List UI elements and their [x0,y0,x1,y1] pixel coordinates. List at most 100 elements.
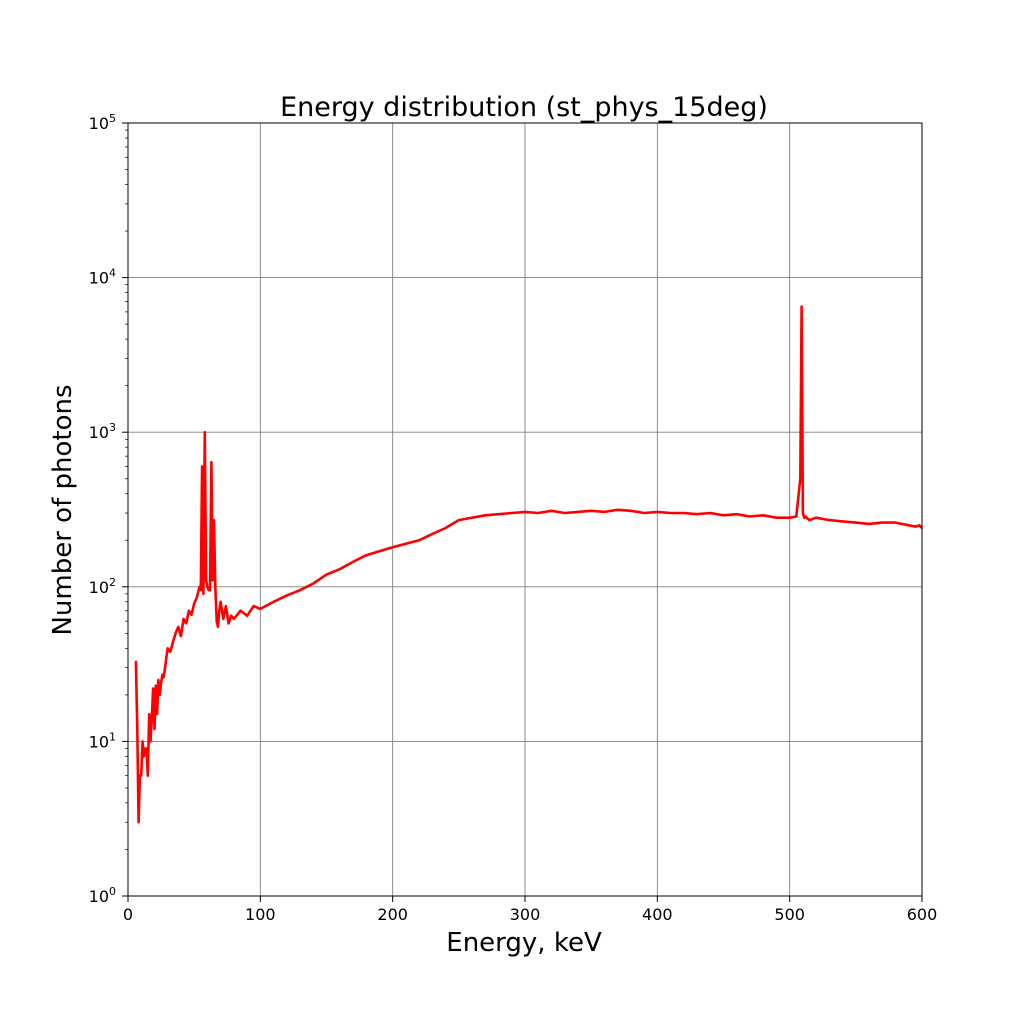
data-point [217,626,219,628]
data-point [881,521,884,524]
x-tick-label: 200 [377,905,408,924]
data-point [749,515,751,518]
data-point [219,600,222,603]
y-tick-exponent: 5 [109,112,116,125]
y-tick-label: 103 [89,421,116,442]
data-point [218,609,221,612]
data-point [222,618,225,620]
data-point [233,618,235,620]
data-point [147,774,149,777]
data-point [405,542,407,545]
data-point [800,305,803,308]
photon-count-line [134,305,923,824]
data-point [458,519,460,521]
data-point [252,605,255,607]
data-point [174,632,177,635]
y-tick-base: 10 [89,732,109,751]
y-tick-base: 10 [89,887,109,906]
data-point [577,511,579,513]
y-tick-base: 10 [89,423,109,442]
data-point [152,687,154,690]
data-point [431,533,434,535]
y-axis-label: Number of photons [48,384,78,635]
data-point [616,508,619,511]
data-point [775,516,778,519]
y-tick-base: 10 [89,114,109,133]
data-point [193,602,195,605]
data-point [246,614,248,617]
data-point [815,516,817,519]
data-point [198,586,201,588]
data-point [656,511,659,513]
data-point [484,514,487,517]
data-point [137,821,140,824]
data-point [225,605,227,607]
data-point [603,511,606,513]
data-point [894,521,897,524]
data-point [914,525,917,528]
data-point [550,510,553,512]
data-point [272,600,275,603]
data-point [172,641,174,643]
data-point [378,550,381,552]
data-point [139,774,141,777]
data-point [164,666,166,669]
data-point [808,519,811,521]
x-tick-label: 500 [774,905,805,924]
data-point [166,647,169,650]
data-point [144,747,147,750]
data-point [286,594,288,597]
data-point [213,519,215,521]
data-point [141,740,144,743]
y-tick-label: 102 [89,576,116,597]
x-tick-label: 100 [245,905,276,924]
chart-title: Energy distribution (st_phys_15deg) [280,92,768,123]
y-tick-exponent: 3 [109,421,116,434]
data-point [202,593,205,595]
data-point [841,520,844,523]
data-point [709,512,712,514]
x-tick-label: 0 [123,905,133,924]
data-point [182,618,185,620]
data-point [214,586,217,588]
y-tick-exponent: 2 [109,576,116,589]
data-point [154,684,157,687]
data-point [590,510,592,512]
data-point [338,568,341,570]
data-point [188,609,190,612]
data-point [312,582,315,585]
data-point [215,620,218,622]
data-point [230,614,233,617]
data-point [177,626,180,628]
data-point [537,512,540,514]
y-tick-label: 105 [89,112,116,133]
data-point [148,713,150,715]
x-tick-label: 600 [907,905,938,924]
data-point [207,589,210,592]
data-point [804,515,807,518]
y-tick-base: 10 [89,578,109,597]
x-tick-label: 400 [642,905,673,924]
data-point [669,512,672,514]
data-point [259,608,262,610]
data-point [418,539,420,542]
data-point [151,718,153,720]
data-point [918,524,921,527]
data-point [799,477,802,480]
data-point [165,656,168,659]
y-tick-exponent: 4 [109,267,116,280]
data-point [683,512,685,514]
data-point [136,728,139,730]
x-axis-label: Energy, keV [446,928,602,958]
data-point [352,561,354,563]
y-tick-exponent: 1 [109,730,116,743]
y-tick-label: 100 [89,885,116,906]
data-point [160,681,162,684]
data-point [762,514,764,517]
data-point [158,694,161,696]
data-point [135,660,137,663]
data-point [299,589,301,592]
data-point [855,521,857,524]
data-point [205,579,207,582]
data-point [149,740,152,743]
